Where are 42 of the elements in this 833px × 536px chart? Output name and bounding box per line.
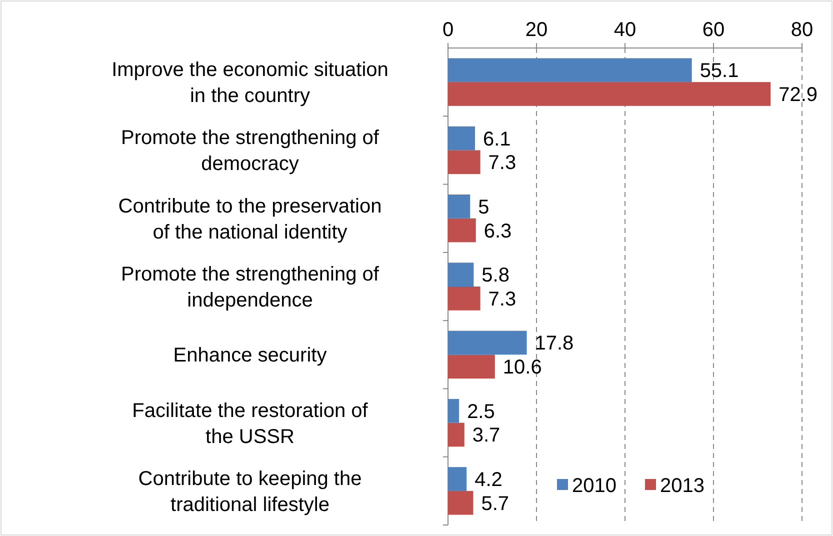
data-label: 2.5 (467, 400, 495, 423)
x-tick-label: 20 (525, 19, 548, 41)
data-label: 5.8 (482, 264, 510, 287)
bar (448, 398, 460, 423)
bar (448, 126, 475, 150)
bar (448, 262, 474, 286)
data-label: 5.7 (481, 492, 510, 515)
x-tick-label: 60 (702, 19, 725, 41)
bar (448, 286, 480, 310)
data-label: 6.1 (482, 128, 511, 150)
bar (448, 82, 771, 106)
bar (448, 194, 470, 218)
data-label: 5 (478, 196, 490, 218)
data-label: 7.3 (488, 288, 516, 310)
data-label: 7.3 (488, 152, 516, 174)
y-tick-label: Promote the strengthening of independence (121, 264, 380, 312)
data-label: 72.9 (778, 84, 818, 106)
bar (448, 354, 495, 378)
bar (448, 490, 474, 515)
bar (448, 330, 527, 355)
legend-label: 2010 (572, 475, 616, 497)
y-tick-label: Contribute to the preservation of the national identity (118, 195, 382, 244)
x-tick-label: 0 (442, 19, 454, 41)
data-label: 17.8 (534, 332, 574, 355)
data-label: 4.2 (474, 469, 502, 492)
bar (448, 467, 467, 491)
data-label: 10.6 (502, 356, 542, 379)
x-tick-label: 80 (790, 19, 814, 41)
data-label: 6.3 (484, 220, 512, 242)
y-tick-label: Facilitate the restoration of the USSR (132, 400, 368, 448)
bar (448, 150, 480, 174)
y-tick-label: Contribute to keeping the traditional lifestyle (138, 468, 362, 516)
x-tick-label: 40 (614, 19, 636, 41)
y-tick-label: Promote the strengthening of democracy (121, 127, 380, 176)
data-label: 3.7 (472, 424, 500, 447)
bar (448, 422, 464, 447)
bar (448, 218, 476, 242)
data-label: 55.1 (700, 60, 739, 82)
y-tick-label: Improve the economic situation in the country (112, 59, 388, 108)
y-tick-label: Enhance security (173, 344, 327, 367)
legend-label: 2013 (660, 475, 704, 497)
bar (448, 58, 692, 82)
